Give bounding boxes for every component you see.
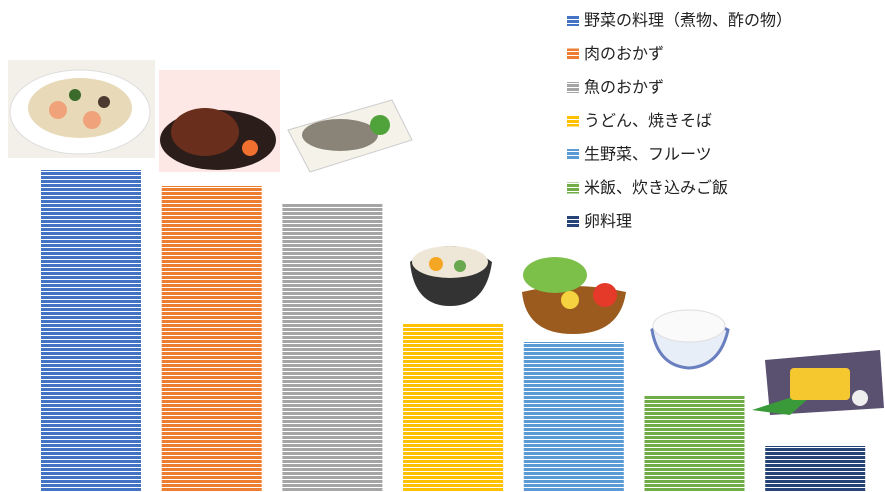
- food: [523, 257, 587, 293]
- food: [454, 260, 466, 272]
- food: [83, 111, 101, 129]
- food: [790, 368, 850, 400]
- legend-swatch: [567, 82, 579, 93]
- legend-swatch: [567, 216, 579, 227]
- legend-label: 生野菜、フルーツ: [584, 145, 712, 164]
- food: [49, 101, 67, 119]
- legend-label: 肉のおかず: [584, 44, 664, 63]
- food: [852, 390, 868, 406]
- food: [242, 140, 258, 156]
- legend-label: 米飯、炊き込みご飯: [584, 178, 728, 197]
- food: [370, 115, 390, 135]
- bar: [403, 324, 504, 492]
- food: [171, 108, 239, 156]
- legend-swatch: [567, 149, 579, 160]
- bar: [765, 446, 866, 492]
- bar: [161, 186, 262, 492]
- bar: [644, 395, 745, 492]
- legend-label: 魚のおかず: [584, 78, 664, 97]
- food-illustrations: [8, 60, 884, 415]
- food: [98, 96, 110, 108]
- bar: [282, 204, 383, 492]
- food: [302, 119, 378, 151]
- food: [593, 283, 617, 307]
- legend-swatch: [567, 182, 579, 194]
- bar: [41, 170, 141, 492]
- legend-label: うどん、焼きそば: [584, 111, 712, 130]
- food: [429, 257, 443, 271]
- legend-swatch: [567, 115, 579, 127]
- bar: [523, 342, 624, 492]
- food: [652, 309, 726, 343]
- legend-swatch: [567, 48, 579, 60]
- food: [69, 89, 81, 101]
- food: [561, 291, 579, 309]
- legend-label: 野菜の料理（煮物、酢の物）: [584, 11, 792, 30]
- food: [28, 78, 132, 138]
- legend-label: 卵料理: [584, 212, 632, 231]
- legend-swatch: [567, 15, 579, 26]
- food: [412, 246, 488, 278]
